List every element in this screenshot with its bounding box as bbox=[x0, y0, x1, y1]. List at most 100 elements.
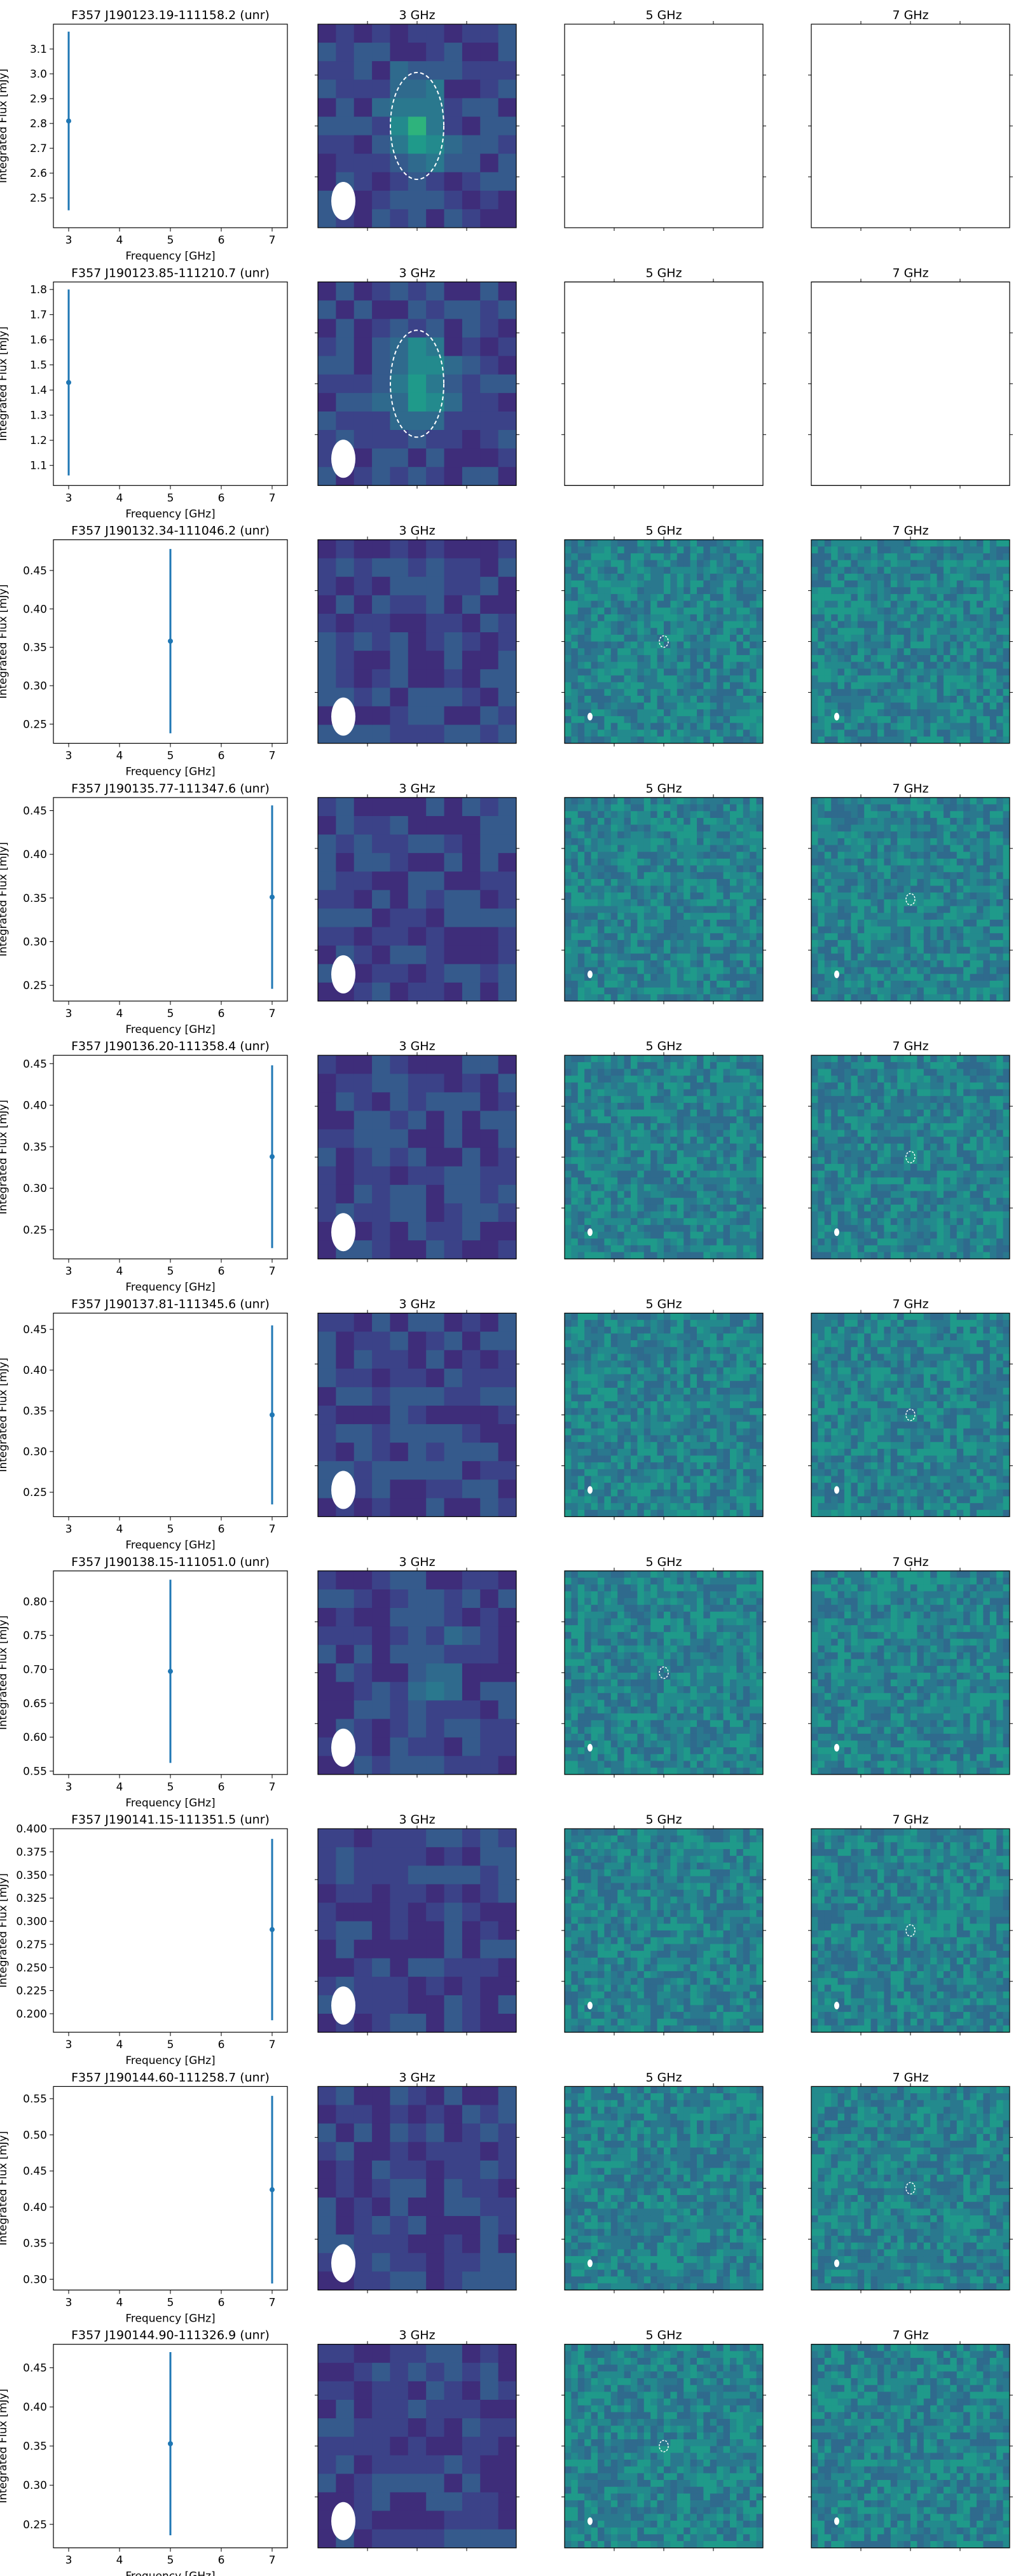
map-pixel bbox=[604, 1102, 612, 1111]
map-pixel bbox=[577, 1055, 585, 1063]
map-pixel bbox=[584, 1184, 592, 1192]
map-pixel bbox=[944, 634, 951, 642]
map-pixel bbox=[903, 730, 911, 737]
map-pixel bbox=[736, 974, 744, 981]
map-pixel bbox=[956, 709, 964, 717]
map-pixel bbox=[857, 817, 865, 826]
map-pixel bbox=[631, 878, 638, 887]
map-pixel bbox=[970, 899, 977, 907]
map-pixel bbox=[604, 730, 612, 737]
map-pixel bbox=[950, 899, 958, 907]
map-pixel bbox=[697, 926, 704, 934]
map-pixel bbox=[730, 593, 737, 602]
map-pixel bbox=[571, 919, 579, 927]
map-pixel bbox=[989, 926, 997, 934]
map-pixel bbox=[956, 553, 964, 561]
map-pixel bbox=[617, 878, 625, 887]
map-pixel bbox=[591, 600, 598, 608]
map-pixel bbox=[683, 913, 691, 920]
map-pixel bbox=[910, 668, 917, 676]
map-pixel bbox=[963, 852, 971, 859]
map-pixel bbox=[690, 716, 697, 724]
map-pixel bbox=[723, 593, 731, 602]
map-pixel bbox=[498, 319, 516, 338]
map-pixel bbox=[426, 890, 445, 910]
x-tick-label: 3 bbox=[65, 1008, 72, 1020]
map-pixel bbox=[670, 906, 678, 913]
map-border bbox=[317, 1055, 517, 1259]
map-pixel bbox=[462, 356, 481, 375]
map-pixel bbox=[944, 689, 951, 696]
map-pixel bbox=[736, 641, 744, 649]
map-pixel bbox=[372, 927, 391, 946]
map-pixel bbox=[571, 946, 579, 954]
map-pixel bbox=[723, 838, 731, 846]
map-pixel bbox=[1003, 994, 1010, 1001]
map-pixel bbox=[354, 300, 373, 320]
map-pixel bbox=[851, 926, 858, 934]
map-pixel bbox=[565, 736, 572, 744]
map-pixel bbox=[870, 994, 878, 1001]
map-pixel bbox=[610, 628, 618, 635]
map-pixel bbox=[577, 1109, 585, 1117]
map-pixel bbox=[710, 967, 717, 974]
map-pixel bbox=[884, 573, 891, 581]
data-point bbox=[168, 638, 173, 644]
map-pixel bbox=[743, 730, 750, 737]
map-pixel bbox=[818, 872, 825, 880]
map-pixel bbox=[676, 967, 684, 974]
map-pixel bbox=[336, 356, 355, 375]
map-pixel bbox=[591, 654, 598, 663]
map-pixel bbox=[890, 994, 898, 1001]
map-pixel bbox=[584, 621, 592, 628]
map-pixel bbox=[697, 723, 704, 730]
map-pixel bbox=[884, 906, 891, 913]
map-pixel bbox=[657, 878, 664, 887]
map-pixel bbox=[944, 926, 951, 934]
map-pixel bbox=[818, 858, 825, 866]
map-pixel bbox=[950, 906, 958, 913]
map-pixel bbox=[577, 716, 585, 724]
map-pixel bbox=[604, 587, 612, 595]
map-pixel bbox=[983, 600, 991, 608]
map-pixel bbox=[930, 885, 938, 893]
map-pixel bbox=[610, 1177, 618, 1185]
map-pixel bbox=[703, 824, 711, 832]
map-pixel bbox=[750, 709, 757, 717]
map-pixel bbox=[697, 546, 704, 554]
map-pixel bbox=[944, 723, 951, 730]
map-pixel bbox=[657, 906, 664, 913]
map-pixel bbox=[870, 797, 878, 805]
map-pixel bbox=[444, 1129, 463, 1149]
map-pixel bbox=[870, 804, 878, 812]
map-pixel bbox=[750, 960, 757, 968]
map-pixel bbox=[811, 817, 818, 826]
map-pixel bbox=[857, 580, 865, 588]
map-pixel bbox=[697, 600, 704, 608]
map-pixel bbox=[1003, 634, 1010, 642]
map-pixel bbox=[683, 872, 691, 880]
map-pixel bbox=[743, 824, 750, 832]
y-tick-label: 0.35 bbox=[23, 642, 47, 654]
map-pixel bbox=[318, 834, 336, 854]
map-pixel bbox=[637, 980, 645, 988]
map-pixel bbox=[354, 190, 373, 210]
map-pixel bbox=[870, 933, 878, 941]
map-pixel bbox=[444, 1240, 463, 1259]
map-pixel bbox=[462, 1092, 481, 1112]
map-pixel bbox=[604, 1082, 612, 1090]
map-pixel bbox=[426, 945, 445, 965]
map-pixel bbox=[750, 804, 757, 812]
map-pixel bbox=[604, 1224, 612, 1233]
map-pixel bbox=[624, 1211, 631, 1219]
map-pixel bbox=[408, 651, 427, 670]
map-pixel bbox=[703, 634, 711, 642]
map-pixel bbox=[571, 1245, 579, 1253]
map-pixel bbox=[890, 878, 898, 887]
map-pixel bbox=[983, 974, 991, 981]
map-pixel bbox=[837, 607, 845, 615]
map-pixel bbox=[818, 573, 825, 581]
map-pixel bbox=[617, 994, 625, 1001]
map-pixel bbox=[930, 899, 938, 907]
x-tick-label: 5 bbox=[167, 750, 174, 763]
